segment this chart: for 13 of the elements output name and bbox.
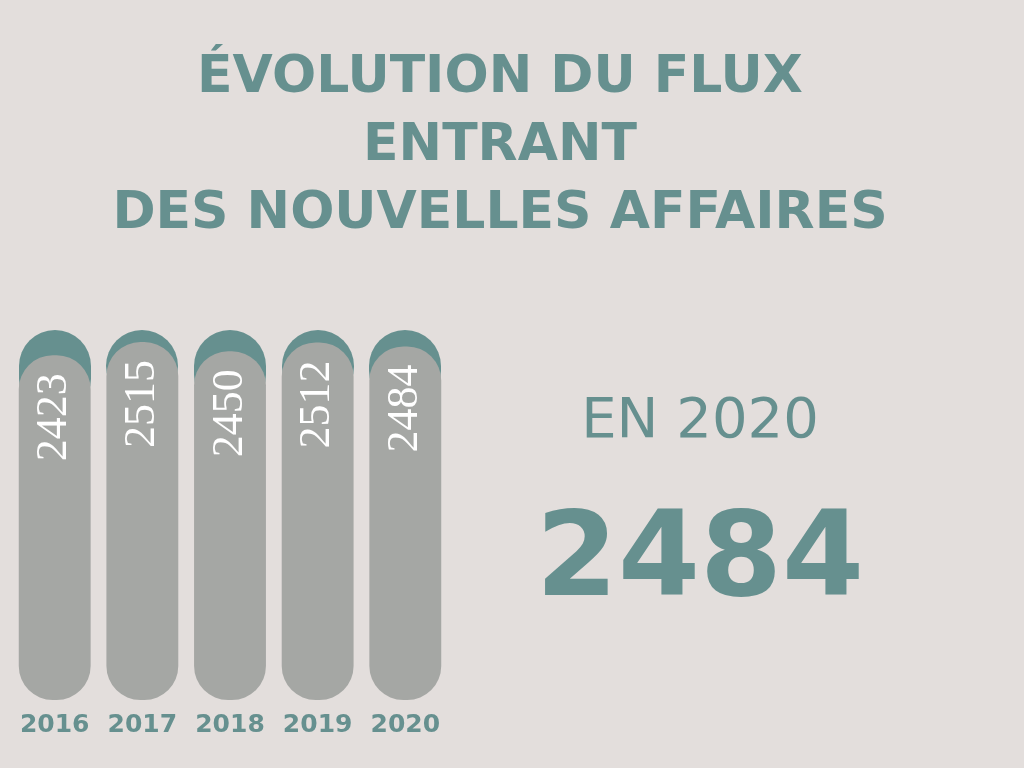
text: EN 2020	[580, 385, 820, 450]
data-label: 2423	[27, 373, 77, 462]
data-label: 2484	[377, 364, 427, 453]
data-label: 2512	[290, 360, 340, 449]
x-tick-label: 2018	[195, 708, 265, 738]
x-tick-label: 2019	[282, 708, 353, 738]
text: 2484	[534, 485, 866, 623]
x-tick-label: 2017	[107, 708, 178, 738]
x-tick-label: 2016	[19, 708, 90, 738]
data-label: 2450	[202, 369, 252, 458]
chart-title: ÉVOLUTION DU FLUX ENTRANT DES NOUVELLES AFFAIRES	[111, 43, 889, 242]
data-label: 2515	[114, 360, 164, 449]
x-tick-label: 2020	[370, 708, 441, 738]
